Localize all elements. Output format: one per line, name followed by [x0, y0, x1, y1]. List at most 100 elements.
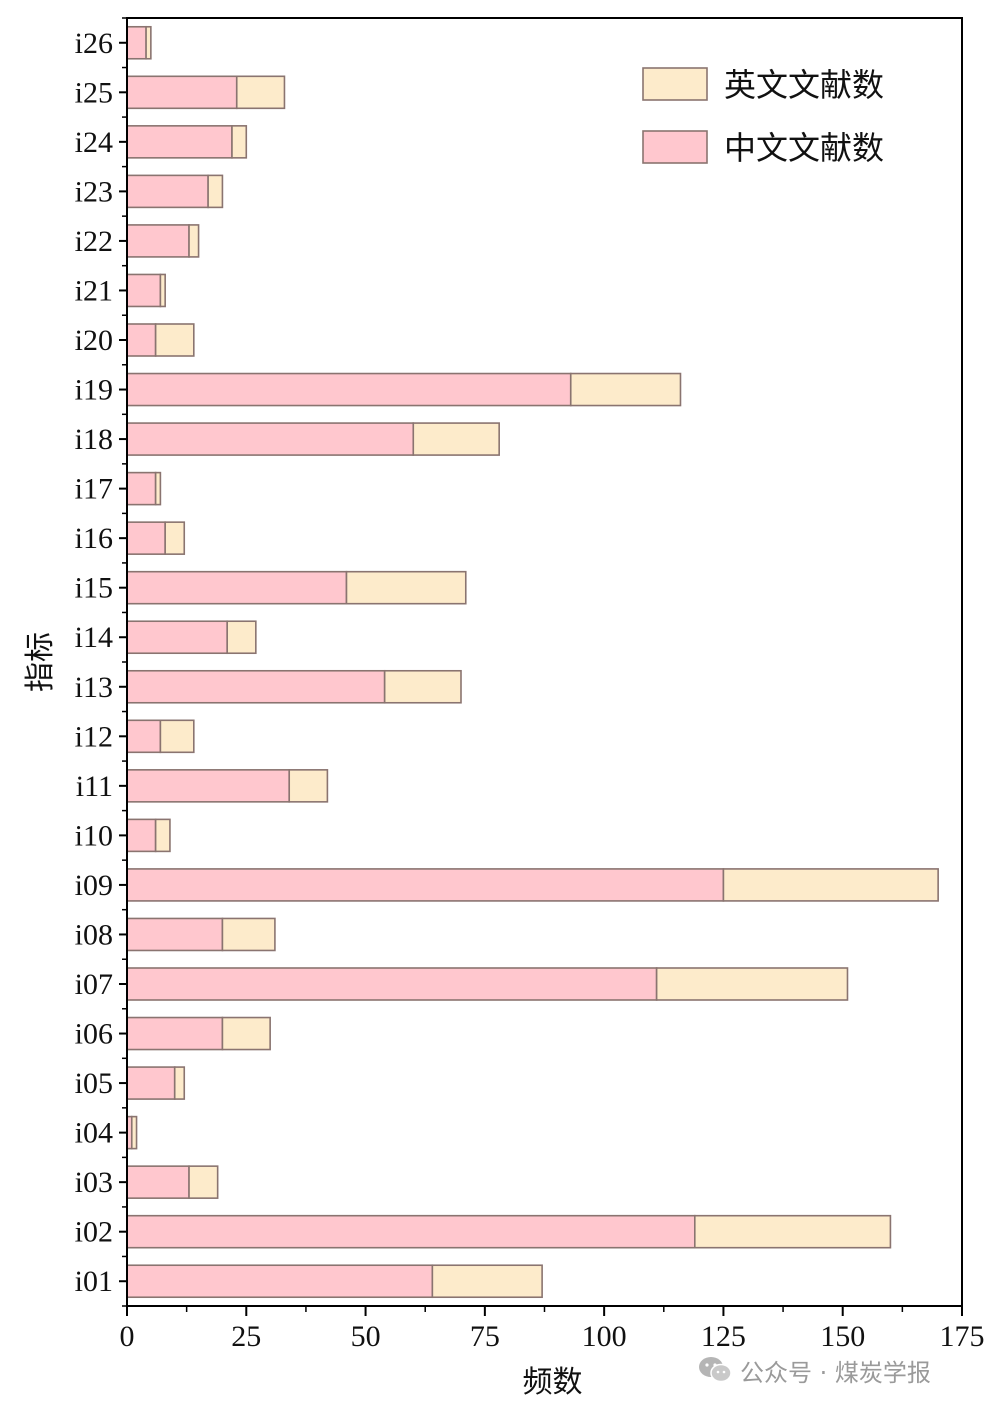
bar-chinese-i11: [126, 769, 291, 803]
bar-english-i09: [722, 868, 939, 902]
x-tick-label: 50: [351, 1320, 381, 1353]
bar-chinese-i10: [126, 818, 157, 853]
y-tick-label-i17: i17: [75, 473, 113, 506]
y-tick-label-i23: i23: [75, 175, 113, 208]
wechat-icon: [699, 1357, 732, 1383]
bar-chinese-i26: [126, 25, 147, 60]
bar-english-i11: [288, 769, 329, 803]
y-tick-label-i03: i03: [75, 1166, 113, 1199]
bar-english-i04: [130, 1115, 138, 1150]
plot-frame: [126, 17, 963, 1307]
y-axis-title: 指标: [23, 632, 58, 692]
y-tick-label-i04: i04: [75, 1117, 113, 1150]
y-tick-label-i02: i02: [75, 1216, 113, 1249]
bar-english-i01: [431, 1264, 543, 1299]
bar-chinese-i07: [126, 967, 658, 1001]
legend-swatch: [642, 67, 708, 101]
x-tick-label: 75: [470, 1320, 500, 1353]
x-tick-label: 0: [120, 1320, 135, 1353]
y-tick-label-i09: i09: [75, 869, 113, 902]
x-tick-label: 100: [582, 1320, 627, 1353]
x-axis-title: 频数: [523, 1365, 583, 1400]
bar-chinese-i01: [126, 1264, 434, 1299]
x-tick-label: 150: [820, 1320, 865, 1353]
bar-english-i21: [159, 273, 166, 308]
bar-chinese-i02: [126, 1214, 696, 1249]
bar-english-i20: [154, 323, 195, 357]
bar-english-i14: [226, 620, 257, 655]
bars-layer: [126, 25, 939, 1299]
bar-english-i16: [164, 521, 186, 555]
y-tick-label-i16: i16: [75, 522, 113, 555]
bar-english-i02: [693, 1214, 892, 1249]
x-tick-label: 25: [231, 1320, 261, 1353]
bar-english-i03: [188, 1165, 219, 1199]
bar-chinese-i06: [126, 1016, 224, 1051]
bar-english-i12: [159, 719, 195, 754]
watermark: 公众号 · 煤炭学报: [698, 1352, 931, 1388]
bar-chinese-i09: [126, 868, 725, 902]
bar-chinese-i19: [126, 372, 572, 407]
bar-english-i06: [221, 1016, 271, 1051]
bar-chinese-i22: [126, 224, 190, 258]
bar-english-i22: [188, 224, 200, 258]
x-tick-label: 125: [701, 1320, 746, 1353]
y-tick-label-i08: i08: [75, 918, 113, 951]
y-tick-label-i01: i01: [75, 1265, 113, 1298]
y-tick-label-i15: i15: [75, 572, 113, 605]
bar-chinese-i16: [126, 521, 166, 555]
y-tick-label-i07: i07: [75, 968, 113, 1001]
bar-chinese-i03: [126, 1165, 190, 1199]
bar-english-i07: [655, 967, 849, 1001]
y-tick-label-i18: i18: [75, 423, 113, 456]
y-tick-label-i20: i20: [75, 324, 113, 357]
bar-english-i19: [569, 372, 682, 407]
bar-english-i10: [154, 818, 171, 853]
bar-english-i13: [383, 669, 462, 704]
y-tick-label-i06: i06: [75, 1018, 113, 1051]
bar-english-i08: [221, 917, 276, 952]
bar-chinese-i08: [126, 917, 224, 952]
bar-chinese-i21: [126, 273, 162, 308]
bar-english-i17: [154, 471, 162, 506]
y-axis: i01 i02 i03 i04 i05 i06 i07 i08 i09 i10 i11 i12 i13 i…: [75, 17, 127, 1307]
bar-english-i24: [231, 125, 248, 159]
bar-english-i23: [207, 174, 224, 209]
bar-chinese-i24: [126, 125, 233, 159]
y-tick-label-i19: i19: [75, 374, 113, 407]
bar-chinese-i23: [126, 174, 209, 209]
y-tick-label-i13: i13: [75, 671, 113, 704]
bar-english-i25: [235, 75, 286, 110]
bar-chinese-i17: [126, 471, 157, 506]
y-tick-label-i11: i11: [76, 770, 113, 803]
bar-english-i18: [412, 422, 500, 456]
y-tick-label-i05: i05: [75, 1067, 113, 1100]
legend-label: 英文文献数: [724, 66, 884, 104]
bar-english-i05: [173, 1066, 186, 1100]
watermark-text: 公众号 · 煤炭学报: [740, 1358, 931, 1387]
bar-chinese-i12: [126, 719, 162, 754]
y-tick-label-i12: i12: [75, 720, 113, 753]
bar-chinese-i20: [126, 323, 157, 357]
x-axis: 0 25 50 75 100 125 150 175: [120, 1306, 985, 1353]
bar-chinese-i15: [126, 570, 348, 605]
y-tick-label-i10: i10: [75, 819, 113, 852]
bar-chinese-i18: [126, 422, 415, 456]
bar-chinese-i05: [126, 1066, 176, 1100]
y-tick-label-i24: i24: [75, 126, 113, 159]
x-tick-label: 175: [940, 1320, 985, 1353]
bar-chinese-i13: [126, 669, 386, 704]
bar-english-i15: [345, 570, 467, 605]
y-tick-label-i22: i22: [75, 225, 113, 258]
legend-label: 中文文献数: [724, 129, 884, 167]
y-tick-label-i21: i21: [75, 274, 113, 307]
y-tick-label-i26: i26: [75, 27, 113, 60]
y-tick-label-i25: i25: [75, 76, 113, 109]
bar-english-i26: [145, 25, 152, 60]
y-tick-label-i14: i14: [75, 621, 113, 654]
bar-chinese-i25: [126, 75, 238, 110]
bar-chinese-i14: [126, 620, 228, 655]
legend-swatch: [642, 130, 708, 164]
